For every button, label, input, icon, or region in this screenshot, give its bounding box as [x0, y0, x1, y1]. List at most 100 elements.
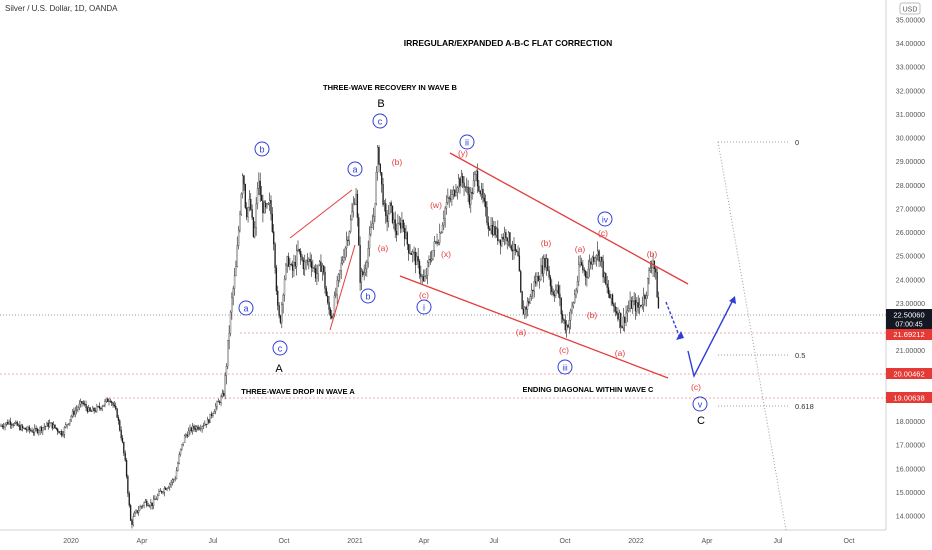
candle-body [530, 289, 533, 297]
candle-body [75, 409, 78, 411]
candle-body [113, 405, 116, 407]
time-tick-label: 2021 [347, 538, 363, 545]
candle-body [503, 232, 506, 240]
candle-body [297, 248, 299, 251]
candle-body [576, 281, 579, 291]
candle-body [271, 213, 274, 232]
candle-body [463, 182, 465, 188]
candle-body [389, 202, 391, 215]
candle-body [422, 276, 425, 281]
candle-body [657, 297, 660, 309]
candle-body [290, 264, 292, 265]
red-label-a4: (a) [615, 348, 626, 358]
candle-body [403, 228, 406, 239]
candle-body [8, 421, 10, 425]
candle-body [39, 426, 41, 432]
candle-body [282, 295, 284, 305]
candle-body [148, 505, 151, 507]
time-tick-label: Jul [209, 538, 218, 545]
candle-body [505, 232, 507, 238]
candle-body [89, 407, 91, 412]
candle-body [264, 202, 267, 208]
candle-body [401, 220, 403, 229]
candle-body [189, 427, 191, 431]
candle-body [256, 187, 259, 205]
candle-body [133, 512, 136, 517]
candle-body [128, 493, 130, 506]
candle-body [205, 423, 207, 425]
candle-body [85, 404, 87, 408]
fib-level-05-label: 0.5 [795, 351, 805, 360]
candle-body [366, 262, 368, 269]
candle-body [618, 312, 620, 320]
candle-body [221, 393, 224, 398]
candle-body [201, 426, 203, 429]
wave-label-A: A [275, 363, 283, 375]
candle-body [204, 423, 206, 426]
candle-body [516, 250, 518, 252]
candle-body [159, 490, 161, 492]
candle-body [609, 293, 611, 299]
candle-body [541, 265, 543, 274]
candle-body [549, 277, 552, 287]
candle-body [340, 263, 342, 271]
candle-body [575, 290, 577, 296]
circle-label-v: v [692, 396, 708, 412]
circle-label-ii: ii [459, 134, 475, 150]
time-axis[interactable]: 2020 Apr Jul Oct 2021 Apr Jul Oct 2022 Apr Jul Oct [63, 538, 854, 545]
candle-body [9, 421, 12, 425]
svg-text:c: c [278, 344, 283, 354]
candle-body [517, 251, 519, 256]
red-label-y: (y) [458, 148, 468, 158]
candle-body [101, 406, 103, 410]
candle-body [112, 402, 114, 406]
candle-body [414, 252, 417, 265]
candle-body [107, 398, 109, 402]
candle-body [449, 198, 452, 200]
candle-body [383, 203, 386, 205]
candle-body [313, 267, 315, 269]
candle-body [34, 427, 36, 433]
candle-body [139, 506, 141, 511]
candle-body [559, 293, 561, 299]
candle-body [78, 403, 80, 409]
candle-body [509, 232, 511, 247]
candle-body [306, 260, 309, 262]
candle-body [586, 276, 588, 278]
candle-body [484, 201, 487, 208]
candle-body [169, 483, 171, 488]
candle-body [187, 430, 190, 437]
candle-body [255, 203, 257, 228]
candle-body [435, 241, 437, 243]
candle-body [593, 257, 595, 262]
candle-body [285, 264, 287, 280]
candle-body [430, 258, 433, 261]
candle-body [344, 247, 346, 258]
candle-body [471, 191, 473, 194]
candle-body [320, 261, 322, 272]
candle-body [301, 256, 303, 261]
candle-body [240, 193, 242, 215]
candle-body [155, 498, 157, 500]
candle-body [198, 428, 201, 430]
fib-level-0-label: 0 [795, 138, 799, 147]
svg-text:07:00:45: 07:00:45 [895, 322, 922, 329]
candle-body [656, 272, 658, 298]
candle-body [447, 197, 449, 203]
currency-button[interactable] [899, 2, 921, 15]
candle-body [393, 219, 395, 223]
candle-body [352, 203, 355, 212]
candle-body [193, 425, 195, 429]
candle-body [347, 239, 349, 242]
svg-text:v: v [698, 400, 703, 410]
candle-body [192, 425, 194, 432]
candle-body [355, 194, 357, 205]
candle-body [142, 505, 144, 507]
candle-body [394, 219, 396, 232]
candle-body [209, 413, 211, 423]
candle-body [382, 184, 384, 205]
candle-body [182, 442, 184, 445]
price-badge-19: 19.00638 [886, 392, 932, 403]
price-axis[interactable]: 14.00000 15.00000 16.00000 17.00000 18.00000… [896, 18, 925, 521]
